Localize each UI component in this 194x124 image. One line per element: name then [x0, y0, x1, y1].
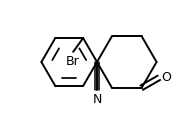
Text: Br: Br	[65, 55, 79, 68]
Text: O: O	[161, 71, 171, 84]
Text: N: N	[92, 93, 102, 106]
